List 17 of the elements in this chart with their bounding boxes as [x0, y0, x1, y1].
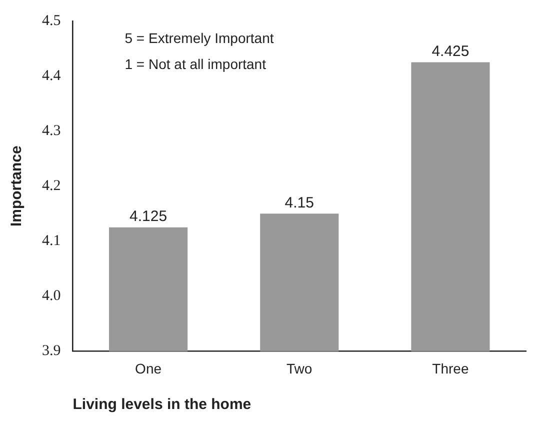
data-label: 4.425	[432, 42, 470, 60]
data-label: 4.15	[284, 194, 314, 212]
y-tick-label: 4.3	[42, 123, 61, 140]
x-tick-label: One	[135, 360, 162, 376]
y-axis-title: Importance	[8, 146, 26, 227]
x-tick-label: Three	[432, 360, 469, 376]
y-tick-label: 4.4	[42, 68, 62, 84]
y-tick-label: 4.0	[42, 288, 61, 304]
y-tick-label: 4.1	[42, 233, 61, 250]
y-tick-label: 4.5	[42, 12, 61, 29]
annotation: 5 = Extremely Important	[124, 30, 274, 46]
annotation: 1 = Not at all important	[124, 56, 266, 72]
data-label: 4.125	[130, 208, 168, 226]
y-tick-label: 3.9	[42, 343, 61, 360]
x-tick-label: Two	[286, 360, 312, 376]
x-axis-title: Living levels in the home	[72, 396, 252, 414]
y-tick-label: 4.2	[42, 178, 61, 194]
